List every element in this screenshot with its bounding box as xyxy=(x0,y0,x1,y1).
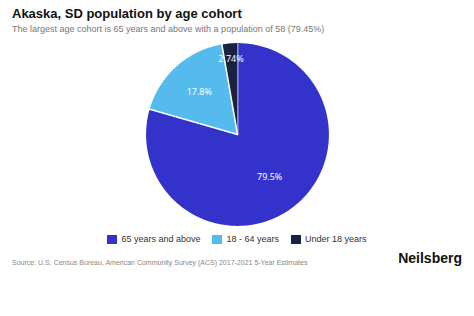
html-text:18 - 64 years: 18 - 64 years xyxy=(226,234,279,244)
svg-text:2.74%: 2.74% xyxy=(218,52,244,65)
html-text:Source: U.S. Census Bureau, Am: Source: U.S. Census Bureau, American Com… xyxy=(12,259,308,266)
html-text:Under 18 years: Under 18 years xyxy=(305,234,367,244)
html-text:The largest age cohort is 65 y: The largest age cohort is 65 years and a… xyxy=(12,24,325,34)
html-text:Neilsberg: Neilsberg xyxy=(398,250,462,266)
svg-text:17.8%: 17.8% xyxy=(187,85,213,98)
svg-text:79.5%: 79.5% xyxy=(257,170,283,183)
html-text:Akaska, SD population by age c: Akaska, SD population by age cohort xyxy=(12,6,242,21)
html-text:65 years and above: 65 years and above xyxy=(121,234,201,244)
